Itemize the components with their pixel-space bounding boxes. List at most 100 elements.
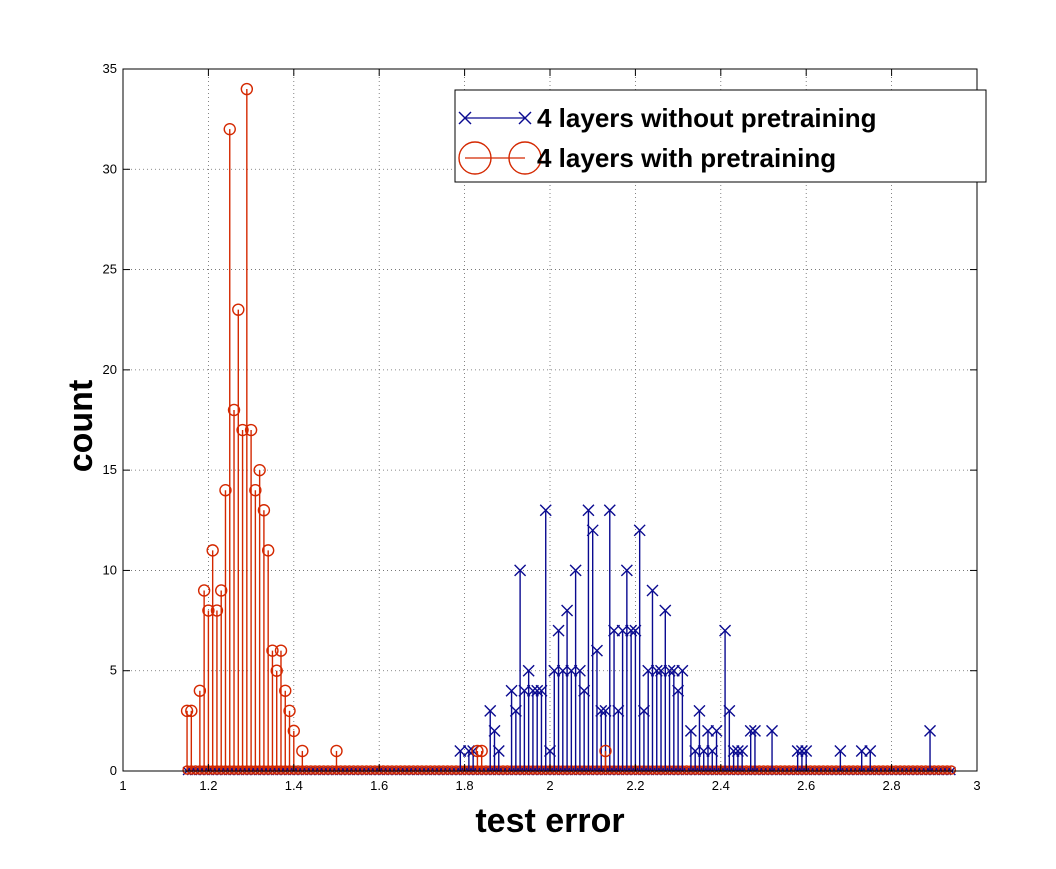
x-marker-stroke [659,604,672,617]
x-marker-stroke [834,744,847,757]
x-tick-label: 2.8 [883,778,901,793]
x-marker-stroke [855,744,868,757]
circle-marker [261,544,275,557]
x-marker-stroke [454,744,467,757]
x-marker-stroke [620,564,633,577]
circle-marker [210,604,224,617]
circle-marker [227,403,241,417]
circle-marker [270,664,283,677]
x-marker-stroke [539,504,552,517]
x-marker-stroke [573,664,586,677]
legend-label: 4 layers with pretraining [537,143,836,173]
x-marker-stroke [650,664,663,677]
x-marker [864,744,877,757]
x-marker [488,724,501,737]
x-marker-stroke [586,524,599,537]
circle-marker [946,765,957,775]
x-marker [539,504,552,517]
x-marker-stroke [569,564,582,577]
x-marker-stroke [633,524,646,537]
x-marker-stroke [719,624,732,637]
x-marker-stroke [552,624,565,637]
x-marker [676,664,689,677]
x-marker [608,624,621,637]
x-marker-stroke [684,724,697,737]
x-marker [522,664,535,677]
x-marker-stroke [458,111,472,125]
x-marker-stroke [795,744,808,757]
circle-marker [458,141,492,175]
x-marker-stroke [701,724,714,737]
y-tick-label: 30 [103,161,117,176]
x-marker [924,724,937,737]
x-marker-stroke [518,111,532,125]
circle-marker [193,684,207,697]
x-marker-stroke [526,684,539,697]
x-marker [834,744,847,757]
y-tick-label: 10 [103,562,117,577]
x-marker [569,564,582,577]
x-marker [701,724,714,737]
x-axis-title: test error [475,802,624,840]
circle-marker [942,765,952,775]
circle-marker [274,644,288,657]
circle-marker [244,423,258,437]
x-marker-stroke [766,724,779,737]
circle-marker [232,303,245,316]
x-marker [736,744,749,757]
x-marker-stroke [748,724,761,737]
x-tick-label: 2.6 [797,778,815,793]
x-marker-stroke [864,744,877,757]
x-marker-stroke [710,724,723,737]
x-marker [620,564,633,577]
x-marker [667,664,680,677]
circle-marker [206,544,219,557]
x-marker-stroke [625,624,638,637]
circle-marker [236,423,249,437]
x-marker-stroke [723,704,736,717]
x-marker [766,724,779,737]
circle-marker [215,584,228,597]
x-marker [552,624,565,637]
x-marker [603,504,616,517]
x-marker-stroke [522,664,535,677]
x-tick-label: 1.8 [456,778,474,793]
x-marker-stroke [663,664,676,677]
circle-marker [197,584,211,597]
x-marker-stroke [603,504,616,517]
circle-marker [223,122,236,136]
x-marker [484,704,497,717]
x-tick-label: 1.2 [199,778,217,793]
y-tick-label: 25 [103,262,117,277]
x-marker [492,744,505,757]
x-marker [590,644,603,657]
x-marker-stroke [608,624,621,637]
circle-marker [180,704,194,718]
x-tick-label: 1 [119,778,126,793]
x-marker-stroke [727,744,740,757]
x-marker-stroke [736,744,749,757]
y-tick-label: 5 [110,663,117,678]
ticks: 1 1.2 1.4 1.6 1.8 2 2.2 2.4 2.6 2.8 30510152025303… [103,61,981,793]
legend-label: 4 layers without pretraining [537,103,877,133]
y-tick-label: 15 [103,462,117,477]
x-marker [454,744,467,757]
circle-marker [257,504,271,517]
series-without-pretraining [454,504,937,771]
x-marker-stroke [590,644,603,657]
circle-marker [283,704,296,718]
x-marker-stroke [595,704,608,717]
circle-marker [599,744,612,758]
x-marker-stroke [924,724,937,737]
x-marker [505,684,518,697]
legend-entry: 4 layers with pretraining [458,141,836,175]
x-marker-stroke [693,704,706,717]
circle-marker [330,744,343,758]
x-marker-stroke [744,724,757,737]
x-tick-label: 2.4 [712,778,730,793]
circle-marker [219,484,232,497]
x-marker-stroke [505,684,518,697]
x-marker [514,564,527,577]
x-marker-stroke [731,744,744,757]
